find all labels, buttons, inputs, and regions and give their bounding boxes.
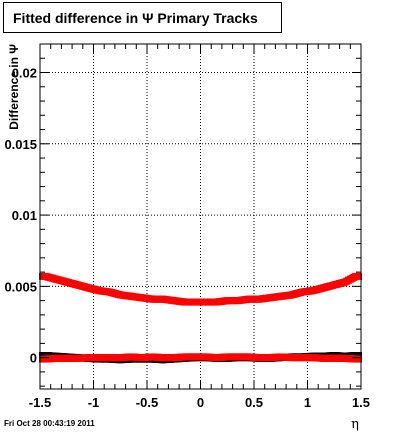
x-tick-label: -1.5	[29, 395, 51, 410]
x-tick-label: -0.5	[136, 395, 158, 410]
x-axis-title: η	[351, 417, 359, 432]
series-2	[39, 272, 362, 306]
grid-lines	[40, 44, 361, 389]
data-marker	[355, 351, 362, 359]
data-series	[39, 272, 362, 364]
chart-title: Fitted difference in Ψ Primary Tracks	[13, 10, 258, 26]
y-tick-label: 0.02	[12, 66, 37, 81]
x-tick-label: 0	[197, 395, 204, 410]
y-tick-label: 0.01	[12, 208, 37, 223]
y-tick-label: 0.015	[4, 137, 37, 152]
y-axis-title: Difference in Ψ	[7, 44, 21, 130]
series-1	[39, 353, 362, 363]
x-tick-label: 0.5	[245, 395, 263, 410]
x-tick-label: -1	[88, 395, 100, 410]
y-tick-label: 0.005	[4, 279, 37, 294]
data-marker	[39, 355, 46, 363]
timestamp-footer: Fri Oct 28 00:43:19 2011	[4, 419, 95, 428]
data-marker	[355, 272, 362, 280]
axis-ticks: -1.5 -1 -0.5 0 0.5 1 1.5 0 0.005 0.01 0.015 0.02	[4, 43, 370, 410]
y-tick-label: 0	[30, 351, 37, 366]
data-marker	[355, 355, 362, 363]
data-marker	[39, 351, 46, 359]
data-marker	[39, 272, 46, 280]
x-tick-label: 1.5	[352, 395, 370, 410]
x-tick-label: 1	[304, 395, 311, 410]
chart-title-box: Fitted difference in Ψ Primary Tracks	[3, 2, 282, 33]
